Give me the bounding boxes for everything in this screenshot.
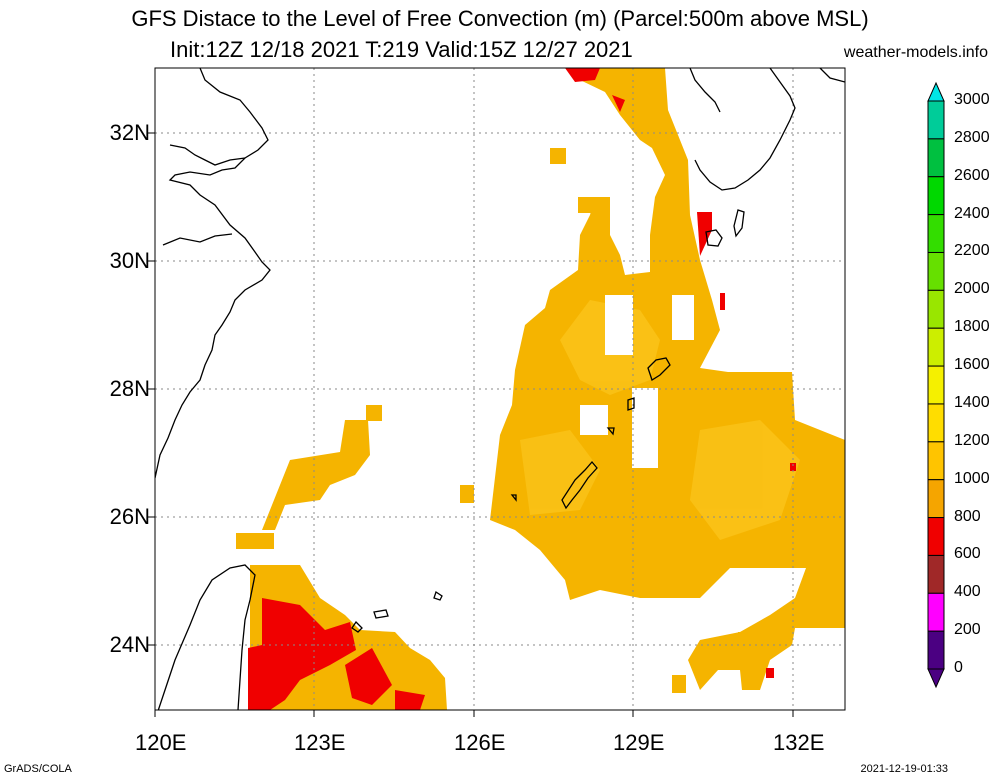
lon-label-129e: 129E xyxy=(613,730,665,755)
colorbar-swatch xyxy=(927,138,945,178)
colorbar-swatch xyxy=(927,327,945,367)
colorbar-swatch xyxy=(927,441,945,481)
footer-left: GrADS/COLA xyxy=(4,763,72,775)
lon-label-123e: 123E xyxy=(294,730,346,755)
colorbar-label: 200 xyxy=(954,621,981,639)
colorbar-swatch xyxy=(927,517,945,556)
colorbar-swatch xyxy=(927,214,945,253)
lat-label-28n: 28N xyxy=(109,376,150,401)
colorbar-label: 400 xyxy=(954,583,981,601)
lat-label-24n: 24N xyxy=(109,632,150,657)
gridlines xyxy=(155,68,845,710)
colorbar-label: 0 xyxy=(954,659,963,677)
lon-label-120e: 120E xyxy=(135,730,187,755)
colorbar xyxy=(927,81,945,689)
colorbar-swatch xyxy=(927,251,945,291)
colorbar-label: 2400 xyxy=(954,204,990,222)
lfc-field-gaps xyxy=(580,197,694,468)
colorbar-label: 1000 xyxy=(954,469,990,487)
credit-label: weather-models.info xyxy=(843,44,988,61)
lon-label-132e: 132E xyxy=(773,730,825,755)
colorbar-arrow-bottom xyxy=(927,668,945,689)
colorbar-swatch xyxy=(927,176,945,216)
lfc-field-hot xyxy=(248,68,796,710)
colorbar-label: 600 xyxy=(954,545,981,563)
colorbar-label: 1600 xyxy=(954,356,990,374)
lon-label-126e: 126E xyxy=(454,730,506,755)
colorbar-swatch xyxy=(927,592,945,632)
colorbar-label: 2200 xyxy=(954,242,990,260)
colorbar-label: 800 xyxy=(954,507,981,525)
lat-label-30n: 30N xyxy=(109,248,150,273)
lat-label-26n: 26N xyxy=(109,504,150,529)
colorbar-label: 2600 xyxy=(954,166,990,184)
lat-label-32n: 32N xyxy=(109,120,150,145)
chart-subtitle: Init:12Z 12/18 2021 T:219 Valid:15Z 12/2… xyxy=(170,37,633,62)
colorbar-label: 1800 xyxy=(954,318,990,336)
colorbar-swatch xyxy=(927,403,945,443)
colorbar-swatch xyxy=(927,100,945,140)
lfc-field-east xyxy=(460,68,845,693)
coastlines xyxy=(155,68,845,710)
colorbar-label: 2800 xyxy=(954,128,990,146)
colorbar-label: 2000 xyxy=(954,280,990,298)
colorbar-swatch xyxy=(927,554,945,594)
lfc-field-warm xyxy=(520,300,800,540)
footer-right: 2021-12-19-01:33 xyxy=(860,763,948,775)
colorbar-label: 1200 xyxy=(954,431,990,449)
colorbar-arrow-top xyxy=(927,81,945,102)
colorbar-label: 3000 xyxy=(954,91,990,108)
colorbar-swatch xyxy=(927,365,945,405)
tick-marks xyxy=(148,132,794,717)
chart-title: GFS Distace to the Level of Free Convect… xyxy=(131,6,869,31)
colorbar-swatch xyxy=(927,479,945,519)
colorbar-swatch xyxy=(927,289,945,329)
colorbar-swatch xyxy=(927,630,945,670)
colorbar-label: 1400 xyxy=(954,393,990,411)
